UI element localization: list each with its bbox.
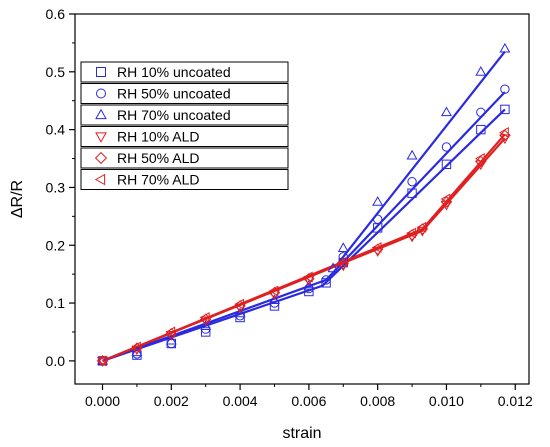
legend-label: RH 50% uncoated xyxy=(117,86,231,102)
data-point xyxy=(474,153,485,165)
data-point xyxy=(337,242,349,252)
legend-entry-box xyxy=(80,169,289,190)
fit-line xyxy=(102,108,506,362)
data-point xyxy=(199,312,210,323)
data-point xyxy=(499,42,511,53)
data-point xyxy=(321,275,331,285)
x-axis-title: strain xyxy=(282,425,321,442)
data-point xyxy=(302,271,313,283)
x-tick-label: 0.008 xyxy=(360,393,395,409)
data-point xyxy=(234,298,244,310)
data-point xyxy=(407,176,417,187)
data-point xyxy=(406,227,416,239)
legend-label: RH 10% ALD xyxy=(117,129,199,145)
data-point xyxy=(475,65,487,76)
data-point xyxy=(327,262,339,273)
x-tick-label: 0.006 xyxy=(291,393,326,409)
data-point xyxy=(200,327,211,337)
x-tick-label: 0.000 xyxy=(85,393,120,409)
legend-marker xyxy=(96,88,106,99)
y-tick-labels: 0.0 0.1 0.2 0.3 0.4 0.5 0.6 xyxy=(46,6,66,369)
legend-label: RH 50% ALD xyxy=(117,150,199,166)
data-point xyxy=(131,341,141,353)
data-point xyxy=(476,107,486,117)
legend-label: RH 10% uncoated xyxy=(117,64,231,80)
y-tick-label: 0.2 xyxy=(46,237,66,253)
legend-marker xyxy=(94,151,108,165)
legend-label: RH 70% uncoated xyxy=(117,107,231,123)
legend-entry-box xyxy=(80,126,289,147)
y-tick-label: 0.4 xyxy=(46,122,66,138)
legend-entry-box xyxy=(80,83,289,104)
data-point xyxy=(97,354,108,365)
x-tick-label: 0.002 xyxy=(154,393,189,409)
data-point xyxy=(500,104,510,115)
data-point xyxy=(304,286,314,297)
data-point xyxy=(372,214,383,224)
legend-label: RH 70% ALD xyxy=(117,172,199,188)
data-point xyxy=(269,294,280,304)
data-point xyxy=(97,357,108,367)
legend-entry-box xyxy=(80,147,289,169)
data-point xyxy=(338,252,348,262)
data-point xyxy=(96,355,107,367)
plot-frame xyxy=(74,13,530,385)
data-point xyxy=(416,221,427,233)
x-tick-label: 0.010 xyxy=(429,393,464,409)
data-point xyxy=(269,301,280,311)
data-point xyxy=(476,124,486,135)
data-point xyxy=(440,106,452,117)
data-point xyxy=(268,285,279,297)
legend-marker xyxy=(94,173,106,186)
data-point xyxy=(440,193,451,205)
y-axis-title: ΔR/R xyxy=(9,180,26,218)
data-point xyxy=(337,256,348,268)
y-tick-label: 0.1 xyxy=(46,295,66,311)
data-point xyxy=(371,242,382,254)
data-point xyxy=(234,307,246,318)
data-point xyxy=(165,334,177,345)
y-tick-label: 0.0 xyxy=(46,353,66,369)
fit-line xyxy=(102,91,506,362)
legend-marker xyxy=(96,67,106,77)
data-point xyxy=(200,320,212,330)
data-point xyxy=(165,326,176,338)
data-points xyxy=(96,42,511,367)
data-point xyxy=(441,159,452,170)
legend-entry-box xyxy=(80,104,289,126)
y-tick-label: 0.5 xyxy=(46,64,66,80)
data-point xyxy=(372,196,384,206)
x-tick-labels: 0.000 0.002 0.004 0.006 0.008 0.010 0.012 xyxy=(85,393,533,409)
x-tick-label: 0.004 xyxy=(223,393,258,409)
data-point xyxy=(131,345,143,356)
y-tick-label: 0.6 xyxy=(46,6,66,22)
data-point xyxy=(441,142,452,152)
data-point xyxy=(499,127,509,138)
legend-marker xyxy=(95,132,107,143)
data-point xyxy=(500,84,510,94)
data-point xyxy=(406,149,418,160)
data-point xyxy=(407,188,417,198)
x-tick-label: 0.012 xyxy=(498,393,533,409)
data-point xyxy=(321,278,331,288)
legend-entry-box xyxy=(80,61,289,83)
y-tick-label: 0.3 xyxy=(46,179,66,195)
legend-marker xyxy=(95,108,107,120)
legend: RH 10% uncoated RH 50% uncoated RH 70% unc… xyxy=(80,61,289,190)
data-point xyxy=(303,279,315,290)
axis-ticks xyxy=(69,13,516,390)
